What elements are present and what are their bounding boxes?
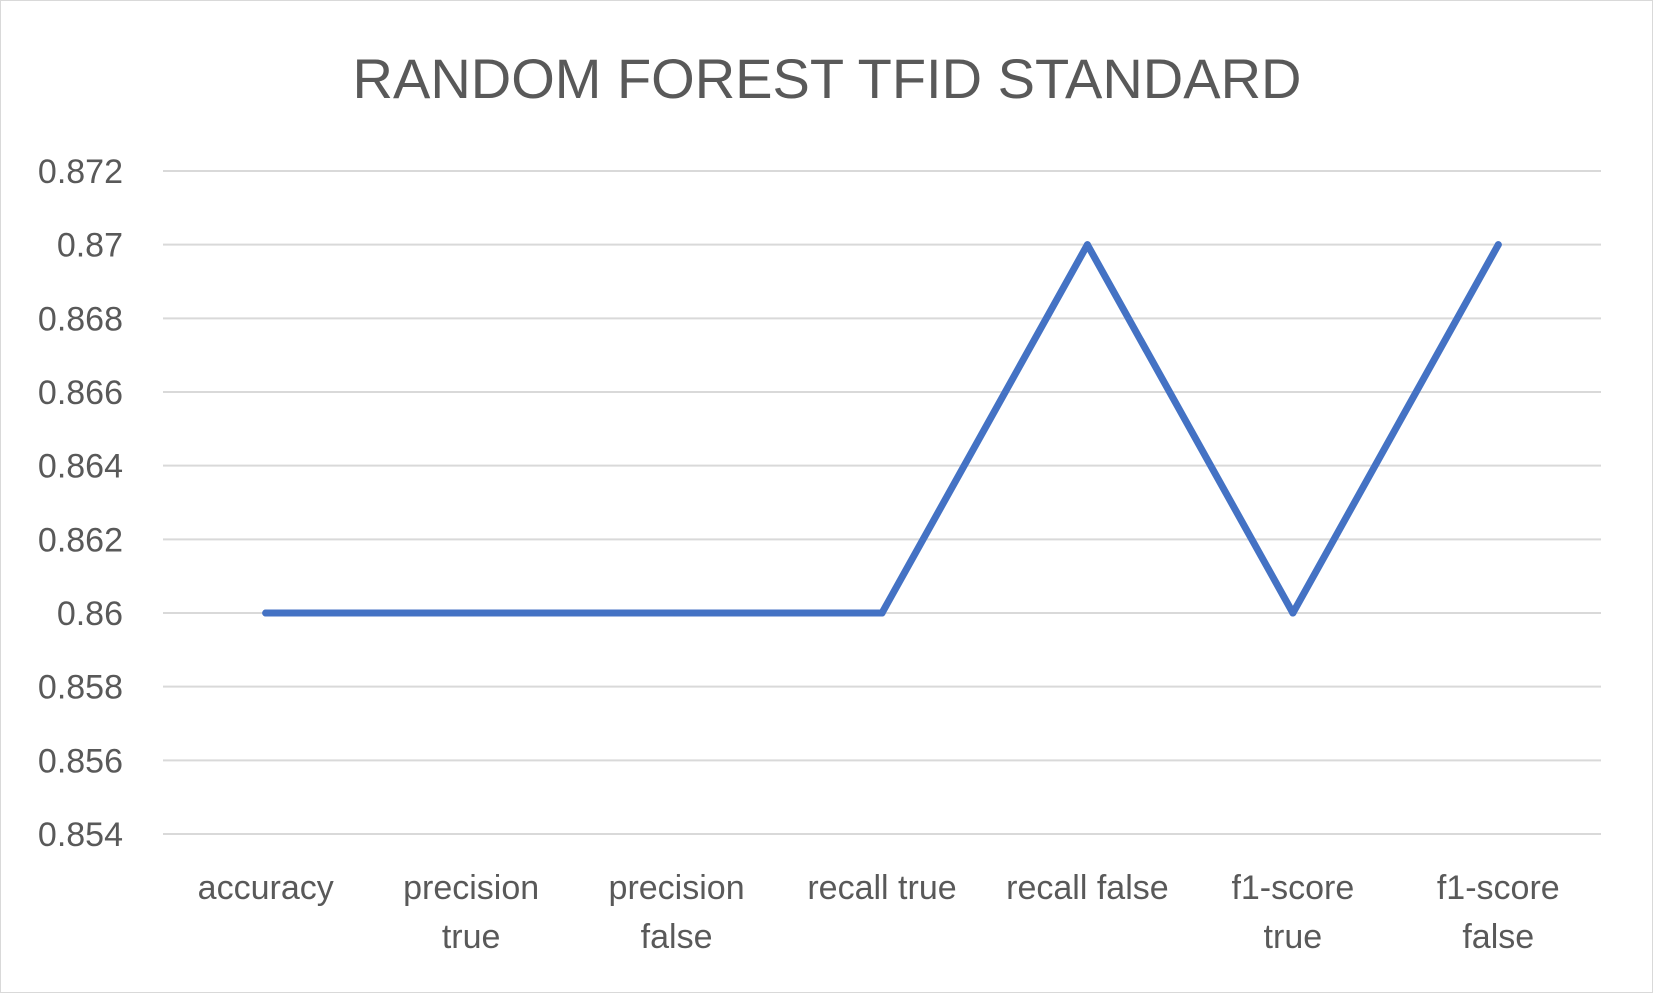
x-category-label: precision false (609, 869, 745, 956)
x-category-label: accuracy (198, 869, 334, 907)
x-category-label-line: f1-score (1231, 869, 1354, 907)
series-layer (262, 241, 1502, 617)
y-tick-label: 0.856 (38, 742, 123, 780)
y-tick-label: 0.86 (57, 595, 123, 633)
y-tick-label: 0.858 (38, 669, 123, 707)
series-line (262, 241, 1502, 617)
x-category-label-line: accuracy (198, 869, 334, 907)
data-point (1289, 609, 1297, 617)
x-category-label-line: recall false (1006, 869, 1169, 907)
x-category-label: recall true (807, 869, 956, 907)
data-point (467, 609, 475, 617)
x-category-label: recall false (1006, 869, 1169, 907)
gridlines (163, 170, 1601, 835)
x-category-label: f1-score true (1231, 869, 1354, 956)
chart-title: RANDOM FOREST TFID STANDARD (353, 47, 1302, 110)
x-axis-category-labels: accuracy precision true precision false recal… (198, 869, 1560, 956)
y-tick-label: 0.872 (38, 153, 123, 191)
x-category-label-line: precision (403, 869, 539, 907)
x-category-label: f1-score false (1437, 869, 1560, 956)
data-point (878, 609, 886, 617)
y-tick-label: 0.868 (38, 300, 123, 338)
x-category-label-line: recall true (807, 869, 956, 907)
y-tick-label: 0.854 (38, 816, 123, 854)
data-point (673, 609, 681, 617)
y-tick-label: 0.87 (57, 227, 123, 265)
data-point (262, 609, 270, 617)
x-category-label-line: true (442, 918, 501, 956)
x-category-label-line: precision (609, 869, 745, 907)
y-tick-label: 0.862 (38, 521, 123, 559)
x-category-label-line: true (1264, 918, 1323, 956)
y-tick-label: 0.864 (38, 448, 123, 486)
data-point (1494, 241, 1502, 249)
x-category-label-line: false (641, 918, 713, 956)
x-category-label: precision true (403, 869, 539, 956)
y-axis-tick-labels: 0.854 0.856 0.858 0.86 0.862 0.864 0.866 0.868 0… (38, 153, 123, 854)
y-tick-label: 0.866 (38, 374, 123, 412)
x-category-label-line: false (1462, 918, 1534, 956)
data-point (1083, 241, 1091, 249)
x-category-label-line: f1-score (1437, 869, 1560, 907)
